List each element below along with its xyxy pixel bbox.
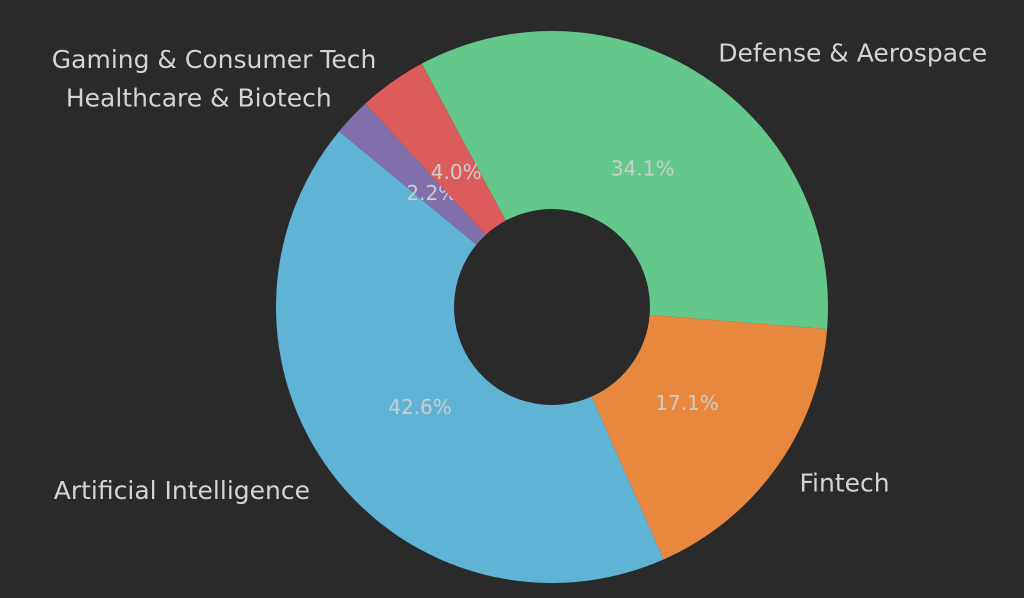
pie-slice-healthcare-and-biotech [339,103,486,245]
pct-label-fintech: 17.1% [655,391,719,415]
category-label-defense-and-aerospace: Defense & Aerospace [718,39,987,68]
category-label-healthcare-and-biotech: Healthcare & Biotech [66,84,332,113]
category-label-artificial-intelligence: Artificial Intelligence [54,476,310,505]
pie-slice-artificial-intelligence [276,131,664,583]
pct-label-defense-and-aerospace: 34.1% [611,157,675,181]
pct-label-gaming-and-consumer-tech: 4.0% [431,160,482,184]
pie-slice-defense-and-aerospace [421,31,828,330]
pie-slice-gaming-and-consumer-tech [365,63,506,235]
pct-label-artificial-intelligence: 42.6% [388,395,452,419]
pie-slice-fintech [591,314,828,560]
category-label-fintech: Fintech [800,468,890,497]
category-label-gaming-and-consumer-tech: Gaming & Consumer Tech [52,45,377,74]
